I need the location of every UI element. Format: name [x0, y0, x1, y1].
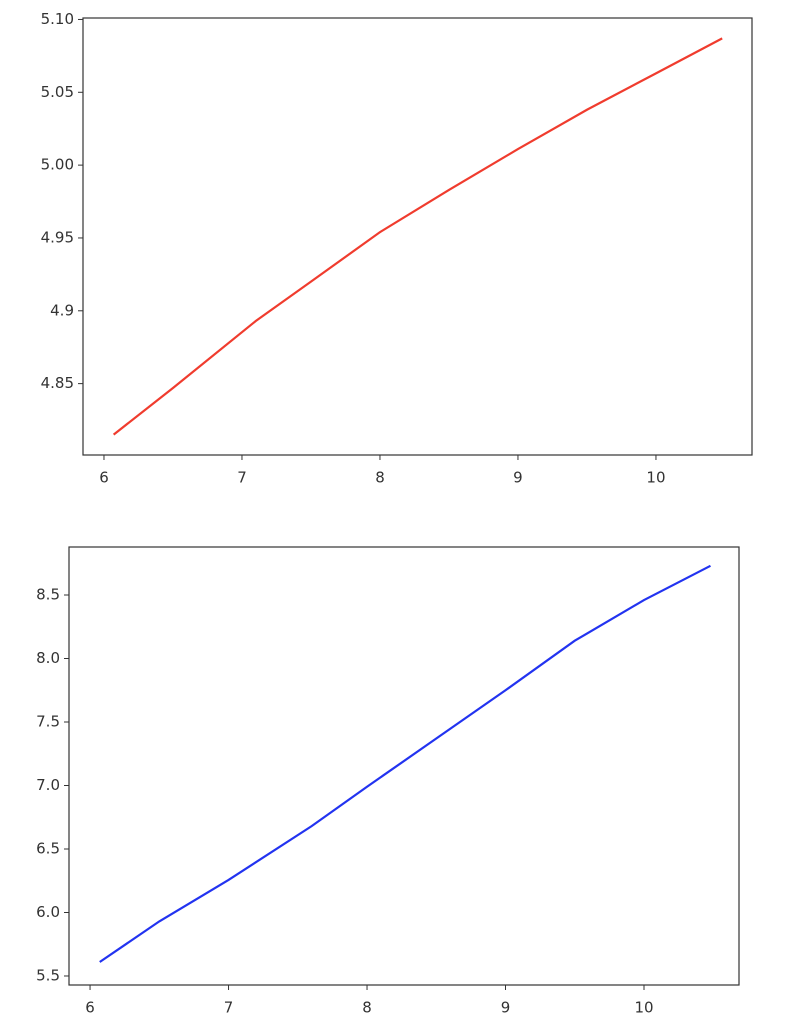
plot-frame — [68, 546, 740, 986]
y-tick-label: 8.5 — [36, 586, 60, 604]
data-line — [112, 37, 723, 436]
data-line — [99, 564, 711, 963]
x-tick-label: 6 — [85, 999, 95, 1017]
y-tick-label: 7.5 — [36, 712, 60, 730]
x-tick-label: 10 — [646, 469, 665, 487]
x-tick-label: 7 — [224, 999, 234, 1017]
y-tick-label: 5.10 — [41, 10, 74, 28]
y-tick-label: 6.0 — [36, 903, 60, 921]
x-tick-label: 8 — [362, 999, 372, 1017]
y-tick-label: 5.05 — [41, 83, 74, 101]
y-tick-label: 4.95 — [41, 228, 74, 246]
x-tick-label: 9 — [501, 999, 511, 1017]
y-tick-label: 5.5 — [36, 966, 60, 984]
y-tick-label: 4.85 — [41, 374, 74, 392]
x-tick-label: 6 — [99, 469, 109, 487]
x-tick-label: 8 — [375, 469, 385, 487]
y-tick-label: 7.0 — [36, 776, 60, 794]
plot-frame — [82, 17, 753, 456]
y-tick-label: 6.5 — [36, 839, 60, 857]
y-tick-label: 8.0 — [36, 649, 60, 667]
x-tick-label: 9 — [513, 469, 523, 487]
y-tick-label: 4.9 — [50, 301, 74, 319]
y-tick-label: 5.00 — [41, 156, 74, 174]
x-tick-label: 7 — [237, 469, 247, 487]
x-tick-label: 10 — [634, 999, 653, 1017]
